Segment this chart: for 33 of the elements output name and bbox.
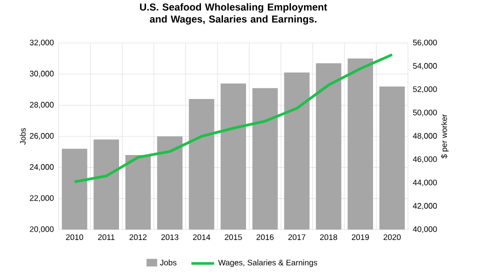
y-tick-label: 26,000 (30, 133, 54, 140)
y-tick-label: 28,000 (30, 102, 54, 109)
x-tick-label: 2011 (98, 234, 115, 240)
y2-tick-label: 42,000 (412, 203, 437, 210)
y2-tick-label: 52,000 (413, 86, 437, 93)
y-tick-label: 30,000 (30, 70, 54, 78)
y2-axis-title: $ per worker (440, 114, 449, 158)
y-tick-label: 32,000 (30, 40, 54, 46)
x-tick-label: 2020 (384, 234, 401, 240)
line-series (73, 53, 394, 184)
y-tick-label: 24,000 (30, 164, 54, 171)
y2-tick-label: 40,000 (412, 226, 437, 233)
x-tick-label: 2016 (256, 234, 274, 240)
x-tick-label: 2014 (193, 234, 210, 240)
y2-tick-label: 44,000 (412, 180, 437, 186)
y2-tick-label: 48,000 (412, 133, 437, 140)
y-tick-label: 22,000 (30, 195, 54, 202)
y-axis-title: Jobs (20, 128, 26, 145)
chart-title: U.S. Seafood Wholesaling Employment and Wages, Salaries and Earnings. (140, 3, 328, 25)
x-tick-label: 2010 (66, 234, 84, 240)
x-tick-label: 2019 (352, 234, 369, 240)
y-tick-label: 20,000 (30, 226, 54, 233)
legend-label: Jobs (160, 260, 176, 266)
x-tick-label: 2013 (161, 234, 178, 240)
x-tick-label: 2015 (224, 234, 242, 240)
x-tick-label: 2017 (288, 234, 306, 240)
x-tick-label: 2018 (320, 234, 338, 240)
y2-tick-label: 54,000 (413, 63, 437, 70)
y2-tick-label: 56,000 (413, 40, 437, 46)
x-tick-label: 2012 (130, 234, 147, 240)
y2-tick-label: 50,000 (413, 110, 437, 116)
legend-label: Wages, Salaries & Earnings (218, 260, 318, 267)
y2-tick-label: 46,000 (412, 156, 437, 163)
